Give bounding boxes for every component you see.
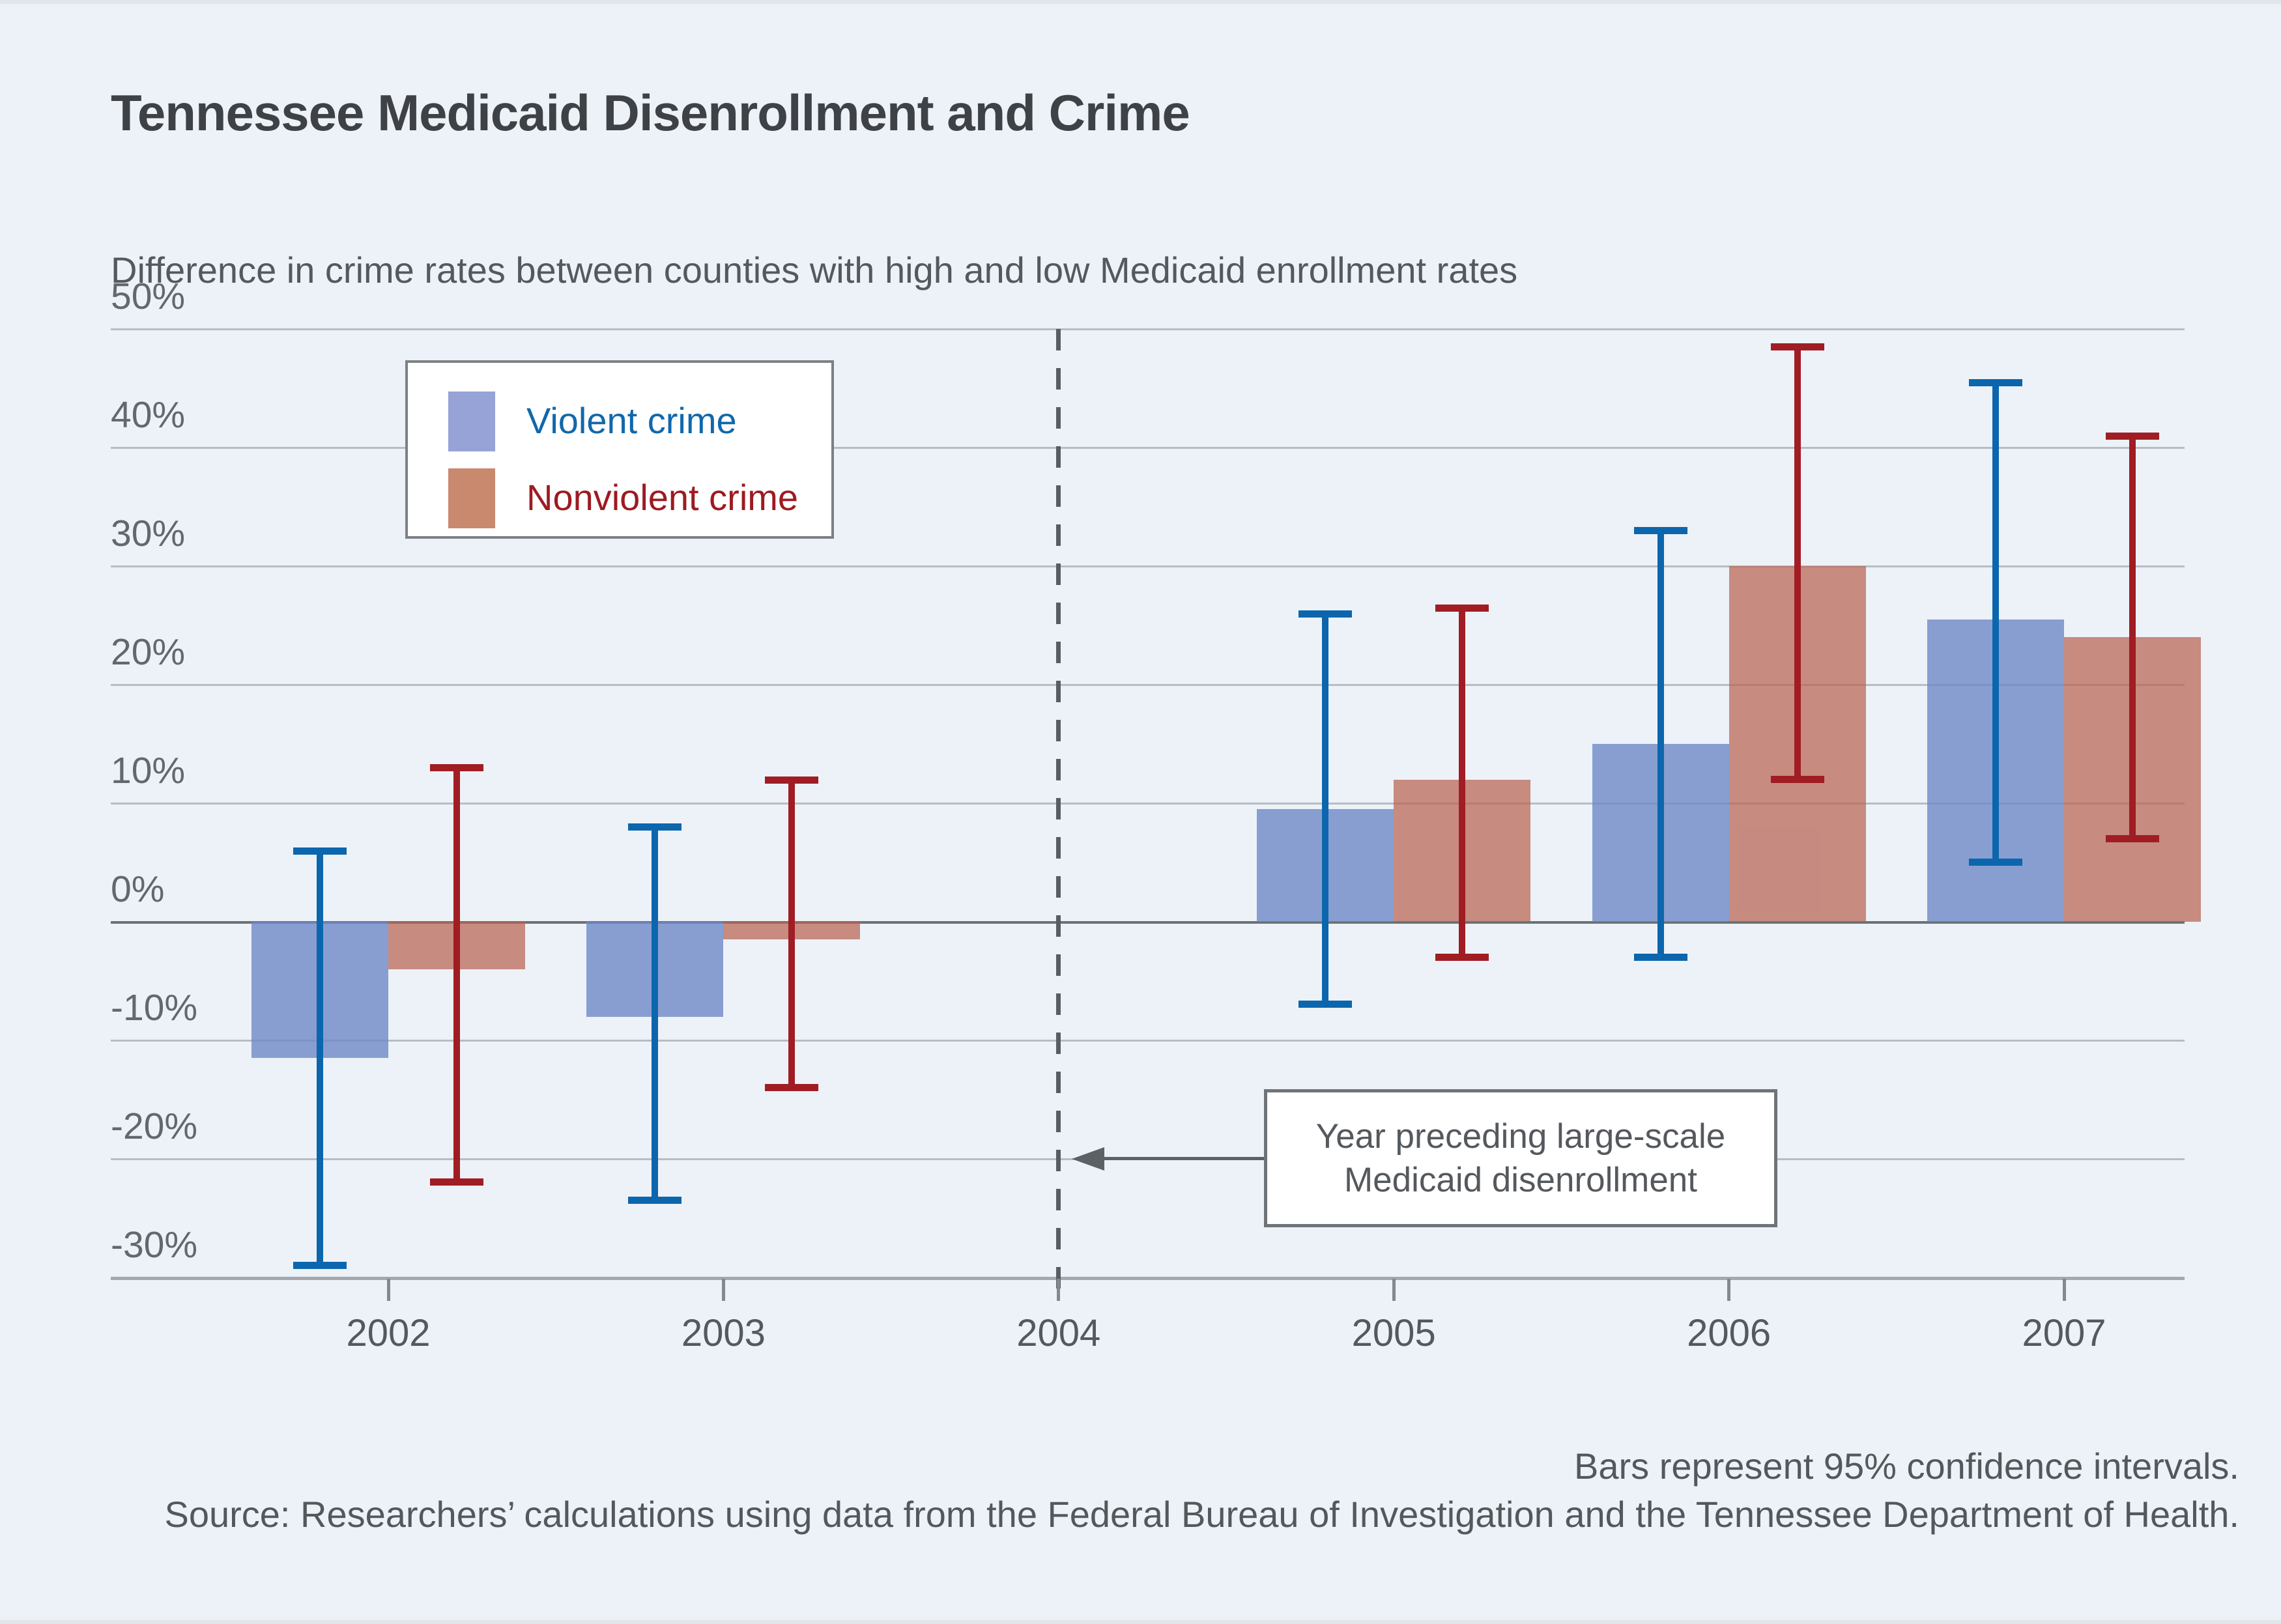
- x-axis-label: 2003: [681, 1312, 766, 1354]
- legend-item-label: Nonviolent crime: [526, 477, 799, 519]
- x-axis-tick: [721, 1279, 725, 1301]
- ci-cap-bottom: [293, 1261, 347, 1269]
- ci-cap-bottom: [1298, 1001, 1353, 1008]
- ci-cap-bottom: [1435, 953, 1489, 961]
- ci-line: [1794, 347, 1801, 780]
- y-axis-label: 50%: [111, 276, 186, 317]
- annotation-box: Year preceding large-scale Medicaid dise…: [1264, 1089, 1777, 1227]
- top-rule: [0, 0, 2281, 4]
- annotation-line2: Medicaid disenrollment: [1343, 1161, 1698, 1199]
- zero-gridline: [111, 920, 2185, 924]
- confidence-interval-note: Bars represent 95% confidence intervals.: [1574, 1446, 2239, 1487]
- y-axis-label: -20%: [111, 1105, 198, 1147]
- gridline: [111, 802, 2185, 805]
- y-axis-label: 10%: [111, 750, 186, 791]
- x-axis-tick: [386, 1279, 390, 1301]
- x-axis-label: 2006: [1687, 1312, 1772, 1354]
- ci-line: [652, 827, 659, 1201]
- ci-cap-top: [1770, 343, 1824, 351]
- ci-cap-bottom: [1633, 953, 1687, 961]
- ci-line: [453, 767, 460, 1183]
- source-note: Source: Researchers’ calculations using …: [164, 1494, 2239, 1535]
- ci-cap-bottom: [1969, 859, 2022, 866]
- annotation-arrow-shaft: [1102, 1157, 1264, 1160]
- page-title: Tennessee Medicaid Disenrollment and Cri…: [111, 84, 1190, 141]
- bottom-rule: [0, 1620, 2281, 1624]
- ci-cap-top: [1435, 604, 1489, 612]
- ci-cap-top: [430, 764, 483, 772]
- x-axis-label: 2002: [346, 1312, 431, 1354]
- ci-cap-top: [2106, 432, 2159, 440]
- nonviolent-crime-swatch: [448, 468, 495, 528]
- y-axis-label: 30%: [111, 513, 186, 554]
- ci-cap-bottom: [765, 1083, 819, 1091]
- chart-subtitle: Difference in crime rates between counti…: [111, 249, 1518, 291]
- ci-line: [788, 779, 796, 1088]
- ci-line: [1322, 613, 1329, 1005]
- ci-cap-top: [1633, 527, 1687, 535]
- ci-cap-top: [293, 847, 347, 855]
- gridline: [111, 683, 2185, 686]
- y-axis-label: -10%: [111, 987, 198, 1029]
- y-axis-label: -30%: [111, 1224, 198, 1266]
- x-axis-label: 2005: [1351, 1312, 1436, 1354]
- ci-cap-top: [1298, 610, 1353, 618]
- annotation-line1: Year preceding large-scale: [1315, 1117, 1726, 1156]
- annotation-arrow-head: [1072, 1147, 1104, 1171]
- y-axis-label: 0%: [111, 868, 165, 910]
- legend: Violent crime Nonviolent crime: [405, 360, 834, 539]
- ci-cap-top: [765, 776, 819, 784]
- x-axis-label: 2004: [1016, 1312, 1101, 1354]
- y-axis-label: 40%: [111, 394, 186, 436]
- ci-cap-bottom: [2106, 834, 2159, 842]
- y-axis-label: 20%: [111, 631, 186, 673]
- ci-line: [1657, 530, 1664, 958]
- gridline: [111, 328, 2185, 330]
- ci-line: [1459, 607, 1466, 958]
- x-axis-label: 2007: [2022, 1312, 2106, 1354]
- reference-line-2004: [1056, 329, 1061, 1304]
- ci-cap-top: [1969, 378, 2022, 386]
- ci-cap-bottom: [1770, 775, 1824, 783]
- gridline: [111, 446, 2185, 449]
- x-axis-tick: [1392, 1279, 1396, 1301]
- x-axis-line: [111, 1276, 2185, 1280]
- x-axis-tick: [2062, 1279, 2066, 1301]
- ci-cap-bottom: [628, 1196, 682, 1204]
- x-axis-tick: [1727, 1279, 1731, 1301]
- ci-cap-bottom: [430, 1178, 483, 1186]
- ci-line: [2129, 435, 2136, 839]
- gridline: [111, 1039, 2185, 1042]
- x-axis-tick: [1057, 1279, 1061, 1301]
- violent-crime-swatch: [448, 392, 495, 451]
- ci-line: [1992, 382, 1999, 862]
- gridline: [111, 565, 2185, 567]
- ci-line: [317, 850, 323, 1266]
- legend-item-label: Violent crime: [526, 400, 737, 442]
- ci-cap-top: [628, 823, 682, 831]
